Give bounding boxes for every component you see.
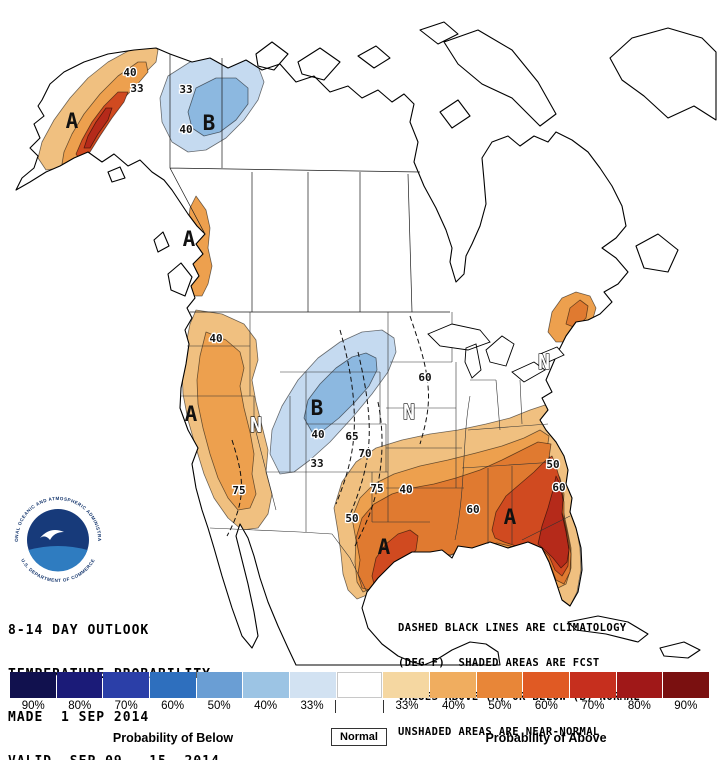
colorbar-segment [290, 672, 336, 698]
land-fill [16, 22, 716, 665]
near-normal-label: N [403, 400, 415, 424]
colorbar-segment [336, 672, 383, 698]
legend-caption-above: Probability of Above [485, 731, 607, 745]
contour-value-label: 40 [179, 123, 192, 136]
contour-value-label: 50 [345, 512, 358, 525]
colorbar-segment [243, 672, 290, 698]
title-line-valid: VALID SEP 09 - 15, 2014 [8, 754, 220, 760]
contour-value-label: 33 [310, 457, 323, 470]
legend-caption-normal: Normal [331, 728, 387, 746]
colorbar-percent-label [335, 700, 384, 713]
climatology-dashed-lines [226, 315, 429, 547]
region-below-yukon-40 [187, 77, 249, 137]
colorbar-percent-label: 70% [114, 700, 138, 712]
contour-value-label: 33 [130, 82, 143, 95]
colorbar-percent-label: 33% [300, 700, 324, 712]
near-normal-label: N [538, 350, 550, 374]
colorbar-segment [103, 672, 150, 698]
area-letter-label: A [185, 402, 198, 426]
contour-value-label: 33 [179, 83, 192, 96]
contour-value-label: 40 [209, 332, 222, 345]
region-above-westcoast-40 [196, 331, 257, 511]
colorbar-segment [523, 672, 570, 698]
colorbar-segment [196, 672, 243, 698]
note-line-1: DASHED BLACK LINES ARE CLIMATOLOGY [398, 622, 627, 634]
note-line-4: UNSHADED AREAS ARE NEAR-NORMAL [398, 725, 600, 738]
noaa-logo: NATIONAL OCEANIC AND ATMOSPHERIC ADMINIS… [4, 486, 106, 588]
legend-caption-below: Probability of Below [112, 731, 234, 745]
area-letter-label: A [504, 505, 517, 529]
country-province-borders [169, 54, 450, 313]
coastlines [15, 21, 717, 666]
colorbar-percent-label: 90% [674, 700, 698, 712]
colorbar-percent-label: 80% [68, 700, 92, 712]
contour-value-label: 40 [311, 428, 324, 441]
area-letter-label: A [66, 109, 79, 133]
contour-value-label: 60 [552, 481, 565, 494]
region-above-southeast-70 [537, 475, 570, 569]
colorbar-percent-label: 40% [254, 700, 278, 712]
legend-normal-box: Normal [330, 727, 388, 746]
colorbar-percent-label: 50% [207, 700, 231, 712]
area-letter-label: A [183, 227, 196, 251]
contour-value-label: 50 [546, 458, 559, 471]
contour-value-label: 40 [399, 483, 412, 496]
legend: 90% 80% 70% 60% 50% 40% 33% 33% 40% 50% 60% 70% 80% 9… [10, 672, 710, 715]
contour-value-label: 60 [418, 371, 431, 384]
colorbar-segment [616, 672, 663, 698]
contour-value-label: 75 [370, 482, 383, 495]
area-letter-label: B [203, 111, 216, 135]
colorbar-percent-label: 50% [488, 700, 512, 712]
noaa-bird-icon [40, 530, 64, 540]
colorbar-percent-label: 70% [581, 700, 605, 712]
colorbar-labels: 90% 80% 70% 60% 50% 40% 33% 33% 40% 50% 60% 70% 80% 9… [10, 700, 709, 715]
area-letter-label: A [378, 535, 391, 559]
note-line-2: (DEG F) SHADED AREAS ARE FCST [398, 656, 600, 669]
colorbar-segment [430, 672, 476, 698]
area-letter-label: B [311, 396, 324, 420]
colorbar-segment [150, 672, 196, 698]
noaa-emblem-ocean [28, 546, 88, 572]
region-above-alaska-70 [83, 107, 113, 149]
colorbar-segment [10, 672, 56, 698]
contour-value-label: 60 [466, 503, 479, 516]
contour-value-label: 65 [345, 430, 358, 443]
colorbar-percent-label: 80% [627, 700, 651, 712]
state-borders [181, 312, 571, 593]
near-normal-label: N [250, 413, 262, 437]
colorbar-segment [570, 672, 616, 698]
contour-value-label: 40 [123, 66, 136, 79]
title-line-outlook: 8-14 DAY OUTLOOK [8, 623, 150, 638]
colorbar-segment [476, 672, 523, 698]
title-line-made: MADE 1 SEP 2014 [8, 710, 150, 725]
colorbar-segment [383, 672, 430, 698]
contour-value-label: 70 [358, 447, 371, 460]
colorbar-percent-label: 60% [534, 700, 558, 712]
colorbar-percent-label: 60% [161, 700, 185, 712]
colorbar-segment [56, 672, 103, 698]
colorbar-percent-label: 90% [21, 700, 45, 712]
colorbar-percent-label: 33% [395, 700, 419, 712]
great-lakes [427, 323, 565, 383]
contour-value-label: 75 [232, 484, 245, 497]
colorbar-percent-label: 40% [441, 700, 465, 712]
region-below-plains-40 [303, 352, 378, 436]
colorbar [10, 672, 710, 698]
colorbar-segment [663, 672, 710, 698]
